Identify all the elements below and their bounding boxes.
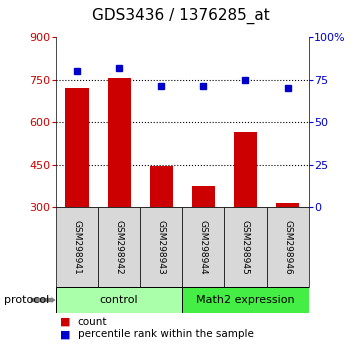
Bar bbox=[65, 88, 88, 207]
Text: GSM298944: GSM298944 bbox=[199, 219, 208, 274]
Text: GSM298946: GSM298946 bbox=[283, 219, 292, 274]
Bar bbox=[276, 203, 299, 207]
Text: GSM298942: GSM298942 bbox=[115, 219, 123, 274]
Bar bbox=[192, 186, 215, 207]
Text: count: count bbox=[78, 317, 107, 327]
Bar bbox=[182, 287, 309, 313]
Text: GSM298945: GSM298945 bbox=[241, 219, 250, 274]
Text: ■: ■ bbox=[60, 317, 70, 327]
Bar bbox=[150, 166, 173, 207]
Bar bbox=[140, 207, 182, 287]
Text: percentile rank within the sample: percentile rank within the sample bbox=[78, 329, 253, 339]
Bar bbox=[234, 132, 257, 207]
Text: GDS3436 / 1376285_at: GDS3436 / 1376285_at bbox=[92, 8, 269, 24]
Text: control: control bbox=[100, 295, 138, 305]
Text: GSM298941: GSM298941 bbox=[73, 219, 82, 274]
Bar bbox=[225, 207, 266, 287]
Bar bbox=[98, 207, 140, 287]
Text: GSM298943: GSM298943 bbox=[157, 219, 166, 274]
Bar bbox=[108, 78, 131, 207]
Bar bbox=[56, 287, 182, 313]
Bar bbox=[56, 207, 98, 287]
Bar bbox=[266, 207, 309, 287]
Text: protocol: protocol bbox=[4, 295, 49, 305]
Text: ■: ■ bbox=[60, 329, 70, 339]
Text: Math2 expression: Math2 expression bbox=[196, 295, 295, 305]
Bar bbox=[182, 207, 225, 287]
